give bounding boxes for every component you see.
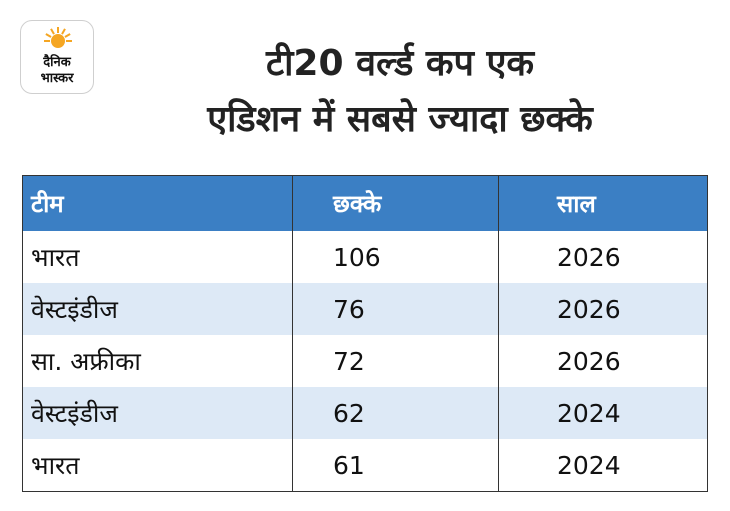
year-cell: 2024 [557, 398, 621, 428]
logo-text-bhaskar: भास्कर [40, 71, 74, 86]
year-cell: 2026 [557, 346, 621, 376]
header-team: टीम [23, 176, 293, 231]
team-cell: भारत [23, 439, 293, 491]
header-sixes: छक्के [293, 176, 499, 231]
year-cell: 2024 [557, 450, 621, 480]
sixes-cell: 61 [293, 439, 499, 491]
sixes-cell: 106 [293, 231, 499, 283]
logo-text-dainik: दैनिक [43, 55, 71, 70]
team-cell: सा. अफ्रीका [23, 335, 293, 387]
title-line-1: टी20 वर्ल्ड कप एक [265, 43, 535, 84]
table-row: वेस्टइंडीज 62 2024 [23, 387, 707, 439]
sixes-table: टीम छक्के साल भारत 106 2026 वेस्टइंडीज 7… [22, 175, 708, 492]
header-year: साल [557, 190, 596, 218]
page-title: टी20 वर्ल्ड कप एक एडिशन में सबसे ज्यादा … [100, 36, 700, 148]
table-header-row: टीम छक्के साल [23, 176, 707, 231]
team-cell: वेस्टइंडीज [23, 387, 293, 439]
sixes-cell: 72 [293, 335, 499, 387]
table-row: भारत 61 2024 [23, 439, 707, 491]
title-line-2: एडिशन में सबसे ज्यादा छक्के [207, 99, 593, 140]
sixes-cell: 76 [293, 283, 499, 335]
table-row: भारत 106 2026 [23, 231, 707, 283]
year-cell: 2026 [557, 242, 621, 272]
team-cell: वेस्टइंडीज [23, 283, 293, 335]
table-row: वेस्टइंडीज 76 2026 [23, 283, 707, 335]
sixes-cell: 62 [293, 387, 499, 439]
dainik-bhaskar-logo: दैनिक भास्कर [20, 20, 94, 94]
year-cell: 2026 [557, 294, 621, 324]
table-row: सा. अफ्रीका 72 2026 [23, 335, 707, 387]
team-cell: भारत [23, 231, 293, 283]
sun-icon [44, 27, 72, 48]
